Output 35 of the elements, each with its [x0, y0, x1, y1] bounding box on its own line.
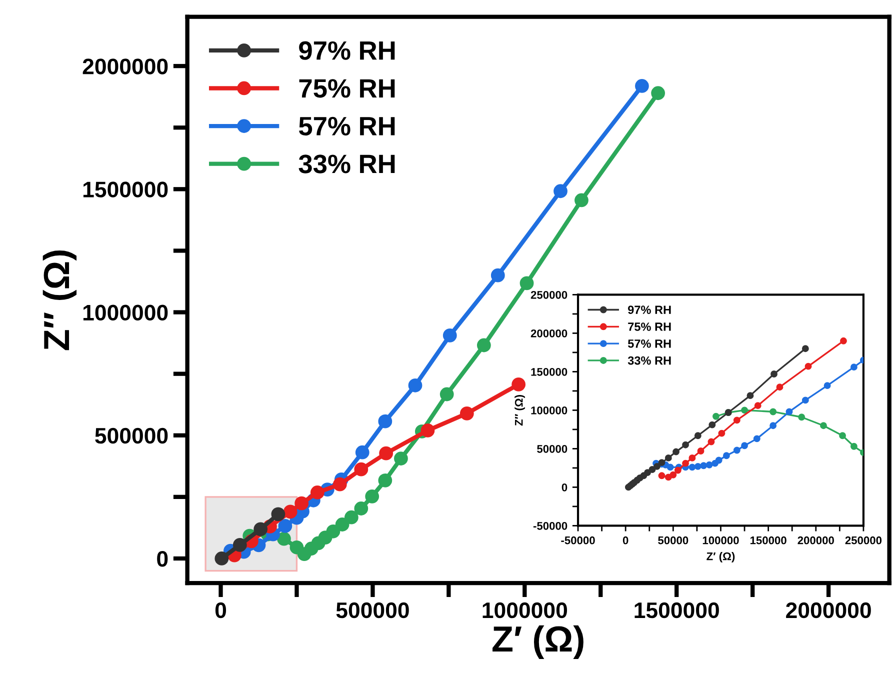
- y-tick-label: 1000000: [83, 304, 168, 321]
- y-tick-label: 250000: [530, 290, 568, 299]
- x-tick-label: 500000: [336, 602, 409, 618]
- y-tick-label: 50000: [537, 444, 568, 453]
- x-tick-label: 0: [215, 602, 226, 618]
- legend-label: 33% RH: [298, 154, 395, 174]
- x-tick-label: 2000000: [786, 602, 871, 618]
- y-tick-label: 500000: [95, 428, 168, 444]
- legend-label: 97% RH: [628, 306, 671, 314]
- y-tick-label: 1500000: [83, 182, 168, 198]
- y-tick-label: 2000000: [82, 58, 168, 74]
- x-tick-label: 150000: [750, 536, 786, 544]
- legend-label: 97% RH: [299, 41, 395, 60]
- y-tick-label: 150000: [531, 368, 568, 376]
- x-tick-label: 50000: [658, 536, 688, 544]
- y-tick-label: 0: [562, 483, 568, 492]
- legend-label: 57% RH: [298, 116, 395, 136]
- x-tick-label: 200000: [798, 536, 834, 544]
- y-tick-label: 200000: [530, 329, 568, 338]
- legend-label: 57% RH: [628, 339, 671, 348]
- y-tick-label: -50000: [533, 522, 568, 530]
- y-tick-label: 100000: [531, 406, 568, 414]
- x-tick-label: 250000: [845, 536, 882, 544]
- legend-label: 33% RH: [628, 356, 671, 365]
- x-tick-label: 0: [622, 536, 628, 544]
- legend-label: 75% RH: [299, 79, 395, 98]
- x-axis-title: Z′ (Ω): [492, 625, 584, 660]
- x-tick-label: -50000: [561, 536, 595, 544]
- x-axis-title: Z′ (Ω): [706, 552, 735, 562]
- x-tick-label: 100000: [702, 536, 739, 544]
- y-axis-title: Z″ (Ω): [42, 250, 77, 350]
- y-axis-title: Z″ (Ω): [514, 395, 525, 426]
- y-tick-label: 0: [157, 551, 168, 567]
- legend-label: 75% RH: [628, 322, 671, 331]
- x-tick-label: 1500000: [634, 602, 719, 618]
